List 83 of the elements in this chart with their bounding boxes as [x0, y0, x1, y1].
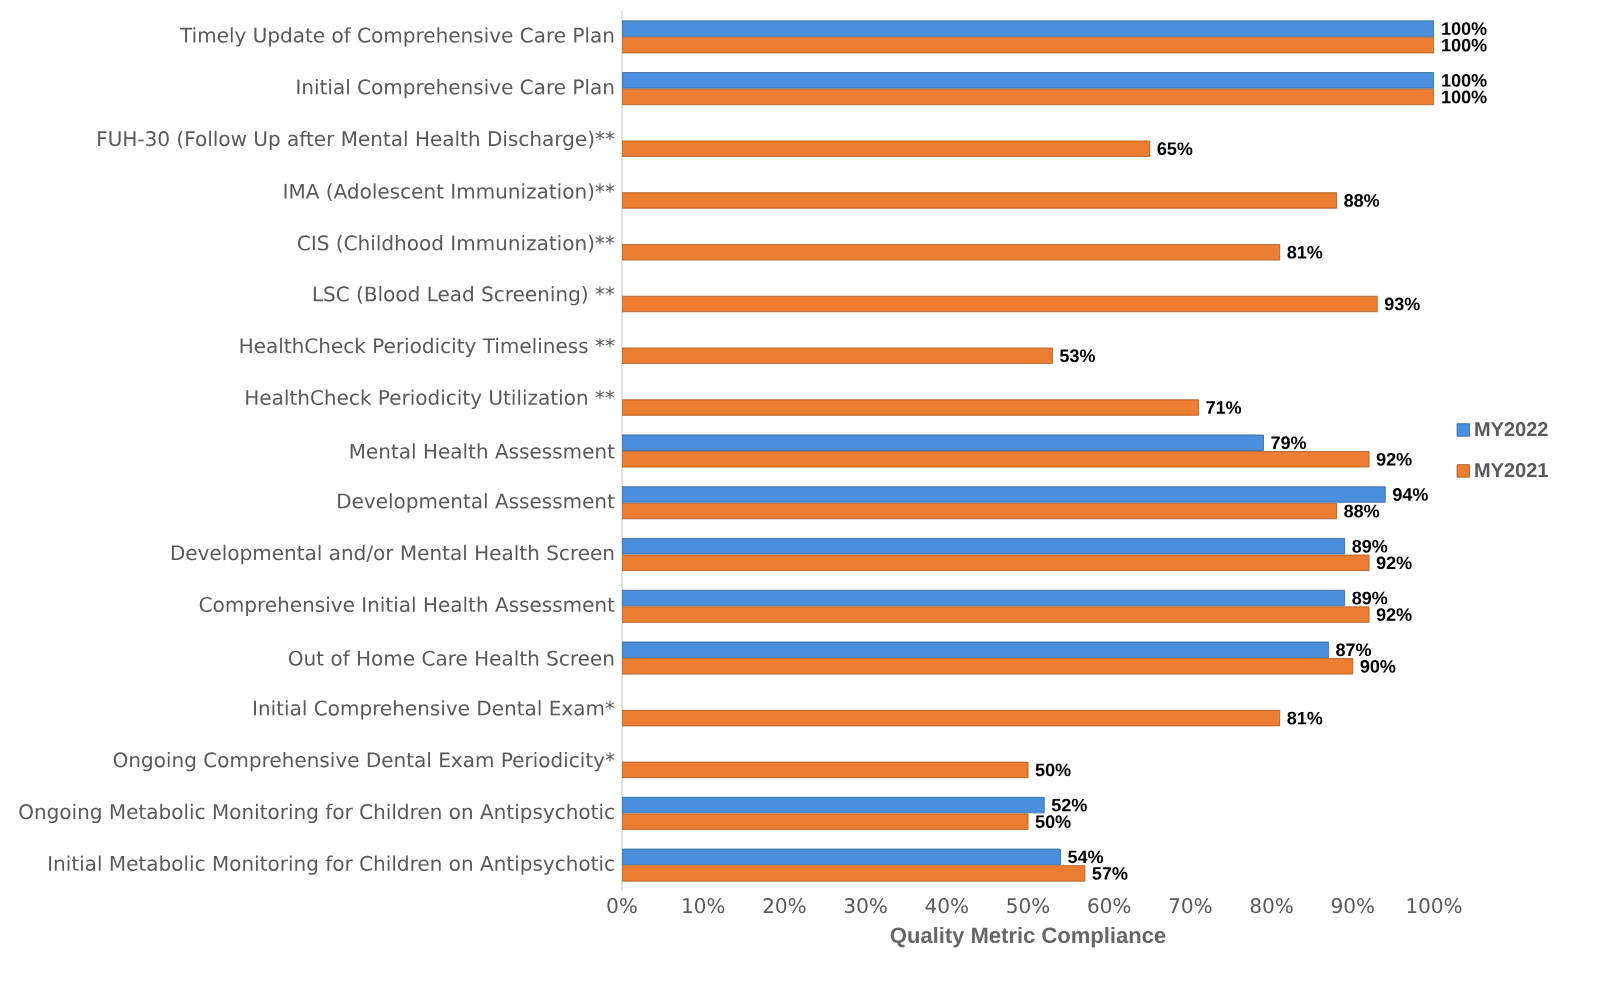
bar — [622, 865, 1086, 882]
bar — [622, 347, 1053, 364]
bar — [622, 658, 1354, 675]
y-tick-label: CIS (Childhood Immunization)** — [298, 235, 615, 253]
x-tick-label: 60% — [1088, 898, 1131, 914]
data-label: 92% — [1376, 608, 1412, 621]
bar — [622, 589, 1346, 607]
data-label: 92% — [1376, 452, 1412, 466]
x-axis-title: Quality Metric Compliance — [890, 926, 1166, 948]
data-label: 89% — [1352, 539, 1388, 553]
y-tick-label: Comprehensive Initial Health Assessment — [199, 596, 615, 616]
data-label: 89% — [1352, 591, 1388, 605]
y-tick-label: LSC (Blood Lead Screening) ** — [313, 286, 615, 306]
x-tick-label: 40% — [925, 898, 968, 914]
data-label: 94% — [1392, 488, 1428, 501]
y-tick-label: Out of Home Care Health Screen — [288, 650, 614, 666]
x-tick-label: 50% — [1007, 898, 1050, 914]
data-label: 100% — [1442, 73, 1487, 87]
bar — [622, 140, 1151, 157]
bar — [622, 295, 1378, 313]
bar — [622, 761, 1029, 779]
y-tick-label: Ongoing Metabolic Monitoring for Children on Antipsychotic — [19, 803, 614, 824]
y-tick-label: FUH-30 (Follow Up after Mental Health Discharge)** — [98, 130, 615, 151]
bar — [622, 20, 1434, 37]
data-label: 54% — [1068, 850, 1104, 864]
x-tick-label: 30% — [844, 898, 887, 914]
data-label: 79% — [1271, 436, 1307, 450]
data-label: 87% — [1336, 643, 1372, 657]
bar — [622, 641, 1329, 658]
data-label: 57% — [1092, 867, 1128, 880]
y-tick-label: Mental Health Assessment — [350, 443, 615, 459]
bar — [622, 244, 1281, 261]
data-label: 90% — [1360, 659, 1396, 673]
bar — [622, 451, 1370, 468]
x-tick-label: 10% — [683, 898, 725, 914]
data-label: 81% — [1287, 711, 1323, 725]
bar — [622, 192, 1337, 209]
y-tick-label: Initial Metabolic Monitoring for Children on Antipsychotic — [49, 855, 614, 875]
data-label: 71% — [1206, 401, 1242, 414]
bar — [622, 709, 1281, 727]
bar — [622, 434, 1264, 451]
x-tick-label: 0% — [607, 898, 637, 914]
bar — [622, 72, 1434, 89]
data-label: 50% — [1035, 763, 1071, 777]
x-tick-label: 20% — [763, 898, 806, 914]
legend-label: MY2021 — [1475, 463, 1548, 478]
data-label: 81% — [1287, 245, 1323, 259]
bar — [622, 399, 1199, 416]
bar — [622, 813, 1029, 830]
bar — [622, 88, 1434, 106]
bar — [622, 554, 1370, 571]
data-label: 93% — [1384, 297, 1420, 311]
bar — [622, 486, 1386, 503]
data-label: 100% — [1442, 90, 1487, 104]
bar — [622, 502, 1337, 520]
data-label: 88% — [1344, 194, 1380, 207]
bar — [622, 796, 1045, 814]
data-label: 50% — [1035, 815, 1071, 829]
data-label: 52% — [1051, 798, 1087, 812]
data-label: 88% — [1344, 504, 1380, 518]
y-tick-label: Initial Comprehensive Dental Exam* — [254, 700, 615, 720]
x-tick-label: 80% — [1250, 898, 1293, 914]
y-tick-label: Ongoing Comprehensive Dental Exam Periodicity* — [113, 751, 615, 772]
y-tick-label: HealthCheck Periodicity Timeliness ** — [240, 337, 615, 358]
data-label: 100% — [1442, 38, 1487, 52]
x-tick-label: 90% — [1331, 898, 1374, 914]
data-label: 53% — [1060, 349, 1095, 363]
y-tick-label: IMA (Adolescent Immunization)** — [284, 183, 615, 202]
y-tick-label: Developmental Assessment — [338, 493, 615, 513]
data-label: 92% — [1376, 556, 1412, 570]
bar — [622, 37, 1434, 54]
y-tick-label: HealthCheck Periodicity Utilization ** — [246, 389, 615, 409]
x-tick-label: 70% — [1169, 898, 1212, 914]
y-tick-label: Timely Update of Comprehensive Care Plan — [179, 27, 614, 47]
bar — [622, 606, 1370, 623]
data-label: 65% — [1157, 142, 1193, 156]
bar — [622, 848, 1061, 866]
data-label: 100% — [1442, 22, 1487, 35]
x-tick-label: 100% — [1407, 898, 1462, 914]
bar — [622, 538, 1346, 555]
legend-label: MY2022 — [1475, 422, 1548, 437]
y-tick-label: Initial Comprehensive Care Plan — [297, 78, 614, 99]
y-tick-label: Developmental and/or Mental Health Screen — [171, 544, 614, 565]
